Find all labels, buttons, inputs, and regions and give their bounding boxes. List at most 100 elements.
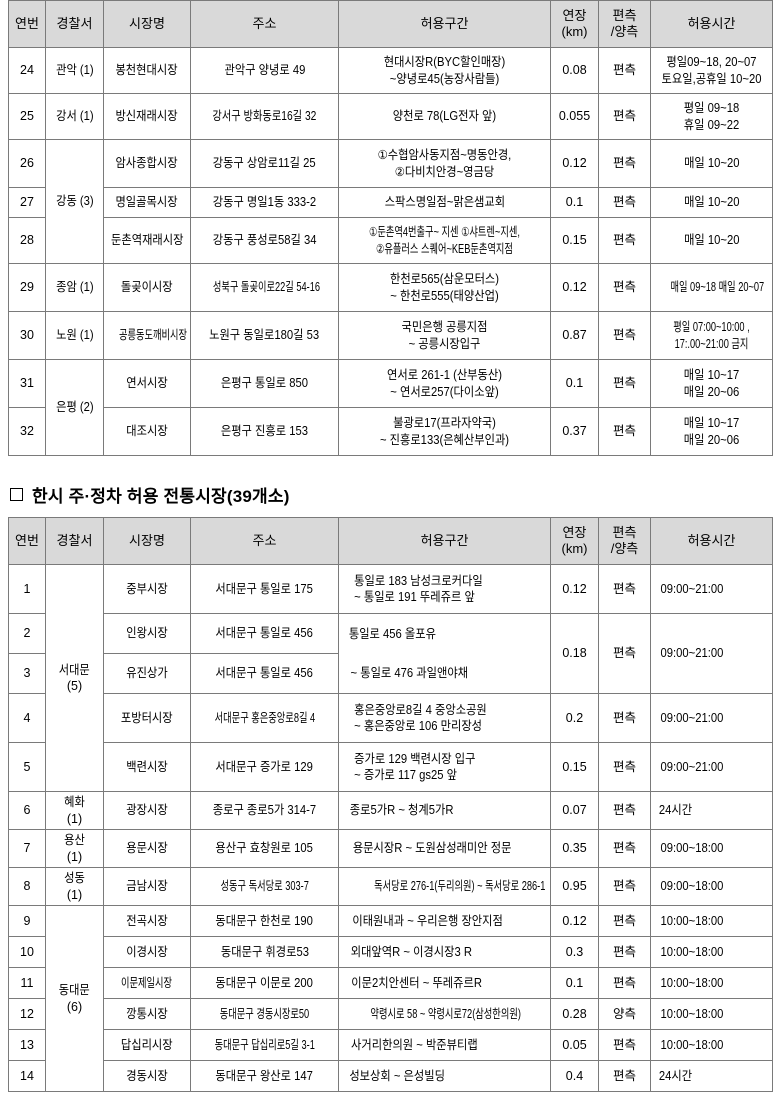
cell-length: 0.08 <box>550 47 599 94</box>
cell-market: 용문시장 <box>103 829 191 868</box>
col-header-address: 주소 <box>190 0 339 48</box>
cell-market: 연서시장 <box>103 359 191 408</box>
cell-side: 편측 <box>598 407 651 456</box>
cell-side: 편측 <box>598 742 651 792</box>
cell-side: 편측 <box>598 93 651 140</box>
cell-police: 노원 (1) <box>45 311 104 360</box>
cell-side: 양측 <box>598 998 651 1030</box>
cell-time: 매일 10~17 매일 20~06 <box>650 359 773 408</box>
cell-address: 동대문구 왕산로 147 <box>190 1060 339 1092</box>
col-header-time: 허용시간 <box>650 0 773 48</box>
cell-no: 8 <box>8 867 46 906</box>
cell-market: 돌곶이시장 <box>103 263 191 312</box>
cell-section: 증가로 129 백련시장 입구 ~ 증가로 117 gs25 앞 <box>338 742 551 792</box>
cell-section: 홍은중앙로8길 4 중앙소공원 ~ 홍은중앙로 106 만리장성 <box>338 693 551 743</box>
cell-address: 서대문구 통일로 175 <box>190 564 339 614</box>
table-row: 29 종암 (1) 돌곶이시장 성북구 돌곶이로22길 54-16 한천로565… <box>8 263 773 312</box>
cell-police: 용산 (1) <box>45 829 104 868</box>
cell-no: 24 <box>8 47 46 94</box>
cell-address: 강동구 상암로11길 25 <box>190 139 339 188</box>
cell-length: 0.15 <box>550 742 599 792</box>
cell-police: 은평 (2) <box>45 359 104 456</box>
cell-time: 10:00~18:00 <box>650 967 773 999</box>
cell-time: 매일 10~20 <box>650 139 773 188</box>
cell-market: 방신재래시장 <box>103 93 191 140</box>
table-row: 31 은평 (2) 연서시장 은평구 통일로 850 연서로 261-1 (산부… <box>8 359 773 456</box>
cell-address: 서대문구 통일로 456 <box>190 653 339 694</box>
cell-no: 4 <box>8 693 46 743</box>
table-row: 3 유진상가 서대문구 통일로 456 ~ 통일로 476 과일앤야채 <box>8 653 773 694</box>
cell-address: 강동구 명일1동 333-2 <box>190 187 339 218</box>
cell-market: 둔촌역재래시장 <box>103 217 191 264</box>
cell-section: 독서당로 276-1(두리의원) ~ 독서당로 286-1 <box>338 867 551 906</box>
cell-no: 30 <box>8 311 46 360</box>
cell-no: 32 <box>8 407 46 456</box>
cell-side: 편측 <box>598 693 651 743</box>
col-header-section: 허용구간 <box>338 517 551 565</box>
cell-police: 혜화 (1) <box>45 791 104 830</box>
cell-police: 성동 (1) <box>45 867 104 906</box>
table-row: 30 노원 (1) 공릉동도깨비시장 노원구 동일로180길 53 국민은행 공… <box>8 311 773 360</box>
cell-market: 백련시장 <box>103 742 191 792</box>
cell-no: 2 <box>8 613 46 654</box>
table-row: 11 이문제일시장 동대문구 이문로 200 이문2치안센터 ~ 뚜레쥬르R 0… <box>8 967 773 999</box>
table-row: 13 답십리시장 동대문구 답십리로5길 3-1 사거리한의원 ~ 박준뷰티랩 … <box>8 1029 773 1061</box>
cell-section: 종로5가R ~ 청계5가R <box>338 791 551 830</box>
table-row: 9 동대문 (6) 전곡시장 동대문구 한천로 190 이태원내과 ~ 우리은행… <box>8 905 773 1092</box>
cell-address: 성동구 독서당로 303-7 <box>190 867 339 906</box>
cell-length: 0.055 <box>550 93 599 140</box>
table-row: 25 강서 (1) 방신재래시장 강서구 방화동로16길 32 양천로 78(L… <box>8 93 773 140</box>
cell-market: 경동시장 <box>103 1060 191 1092</box>
table-header-row: 연번 경찰서 시장명 주소 허용구간 연장 (km) 편측 /양측 허용시간 <box>8 0 773 48</box>
cell-police: 강서 (1) <box>45 93 104 140</box>
col-header-length: 연장 (km) <box>550 517 599 565</box>
cell-address: 동대문구 이문로 200 <box>190 967 339 999</box>
cell-section: 외대앞역R ~ 이경시장3 R <box>338 936 551 968</box>
cell-length: 0.87 <box>550 311 599 360</box>
col-header-market: 시장명 <box>103 517 191 565</box>
cell-address: 동대문구 휘경로53 <box>190 936 339 968</box>
cell-length: 0.07 <box>550 791 599 830</box>
temporary-parking-traditional-markets-table: 연번 경찰서 시장명 주소 허용구간 연장 (km) 편측 /양측 허용시간 1 <box>8 517 773 1092</box>
col-header-length: 연장 (km) <box>550 0 599 48</box>
table-row: 5 백련시장 서대문구 증가로 129 증가로 129 백련시장 입구 ~ 증가… <box>8 742 773 792</box>
cell-section: ~ 통일로 476 과일앤야채 <box>338 653 551 694</box>
cell-section: 국민은행 공릉지점 ~ 공릉시장입구 <box>338 311 551 360</box>
section-title: 한시 주·정차 허용 전통시장(39개소) <box>32 487 290 506</box>
cell-side: 편측 <box>598 829 651 868</box>
col-header-market: 시장명 <box>103 0 191 48</box>
table-row: 12 깡통시장 동대문구 경동시장로50 약령시로 58 ~ 약령시로72(삼성… <box>8 998 773 1030</box>
cell-length: 0.4 <box>550 1060 599 1092</box>
table-row: 26 강동 (3) 암사종합시장 강동구 상암로11길 25 ①수협암사동지점~… <box>8 139 773 264</box>
cell-time: 평일 07:00~10:00 , 17:.00~21:00 금지 <box>650 311 773 360</box>
cell-time: 09:00~21:00 <box>650 742 773 792</box>
cell-address: 동대문구 한천로 190 <box>190 905 339 937</box>
cell-side: 편측 <box>598 613 651 694</box>
cell-side: 편측 <box>598 263 651 312</box>
cell-market: 인왕시장 <box>103 613 191 654</box>
cell-section: ①수협암사동지점~명동안경, ②다비치안경~영금당 <box>338 139 551 188</box>
cell-side: 편측 <box>598 139 651 188</box>
cell-market: 명일골목시장 <box>103 187 191 218</box>
cell-time: 09:00~21:00 <box>650 564 773 614</box>
cell-time: 24시간 <box>650 791 773 830</box>
cell-police: 강동 (3) <box>45 139 104 264</box>
cell-section: 연서로 261-1 (산부동산) ~ 연서로257(다이소앞) <box>338 359 551 408</box>
cell-length: 0.12 <box>550 139 599 188</box>
cell-no: 25 <box>8 93 46 140</box>
cell-length: 0.1 <box>550 967 599 999</box>
cell-length: 0.05 <box>550 1029 599 1061</box>
cell-side: 편측 <box>598 967 651 999</box>
cell-length: 0.3 <box>550 936 599 968</box>
cell-side: 편측 <box>598 359 651 408</box>
cell-section: 통일로 456 올포유 <box>338 613 551 654</box>
cell-section: 양천로 78(LG전자 앞) <box>338 93 551 140</box>
col-header-section: 허용구간 <box>338 0 551 48</box>
cell-market: 봉천현대시장 <box>103 47 191 94</box>
cell-section: 이태원내과 ~ 우리은행 장안지점 <box>338 905 551 937</box>
cell-market: 포방터시장 <box>103 693 191 743</box>
cell-side: 편측 <box>598 217 651 264</box>
cell-section: 스팍스명일점~맑은샘교회 <box>338 187 551 218</box>
cell-market: 이경시장 <box>103 936 191 968</box>
square-bullet-icon <box>10 488 23 501</box>
